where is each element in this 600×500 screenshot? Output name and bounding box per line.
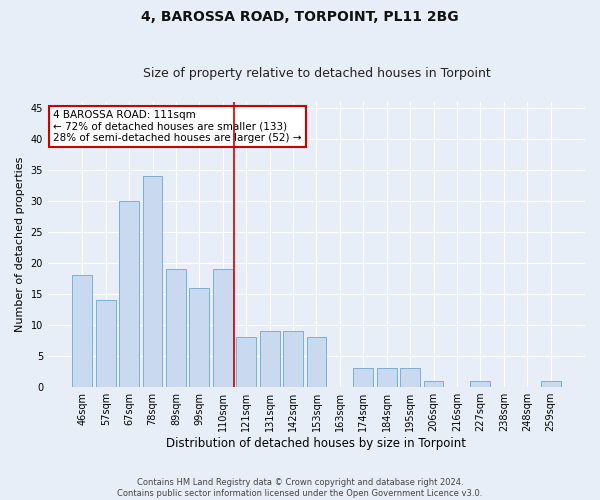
Bar <box>377 368 397 387</box>
Bar <box>213 269 233 387</box>
Bar <box>353 368 373 387</box>
Text: 4 BAROSSA ROAD: 111sqm
← 72% of detached houses are smaller (133)
28% of semi-de: 4 BAROSSA ROAD: 111sqm ← 72% of detached… <box>53 110 302 144</box>
Title: Size of property relative to detached houses in Torpoint: Size of property relative to detached ho… <box>143 66 490 80</box>
Text: 4, BAROSSA ROAD, TORPOINT, PL11 2BG: 4, BAROSSA ROAD, TORPOINT, PL11 2BG <box>141 10 459 24</box>
Bar <box>470 381 490 387</box>
Bar <box>283 331 303 387</box>
Bar <box>143 176 163 387</box>
Bar <box>119 201 139 387</box>
Y-axis label: Number of detached properties: Number of detached properties <box>15 156 25 332</box>
Bar <box>260 331 280 387</box>
Bar <box>190 288 209 387</box>
Bar <box>400 368 420 387</box>
X-axis label: Distribution of detached houses by size in Torpoint: Distribution of detached houses by size … <box>166 437 466 450</box>
Bar <box>307 338 326 387</box>
Bar <box>541 381 560 387</box>
Text: Contains HM Land Registry data © Crown copyright and database right 2024.
Contai: Contains HM Land Registry data © Crown c… <box>118 478 482 498</box>
Bar <box>73 276 92 387</box>
Bar <box>96 300 116 387</box>
Bar <box>424 381 443 387</box>
Bar <box>166 269 186 387</box>
Bar <box>236 338 256 387</box>
